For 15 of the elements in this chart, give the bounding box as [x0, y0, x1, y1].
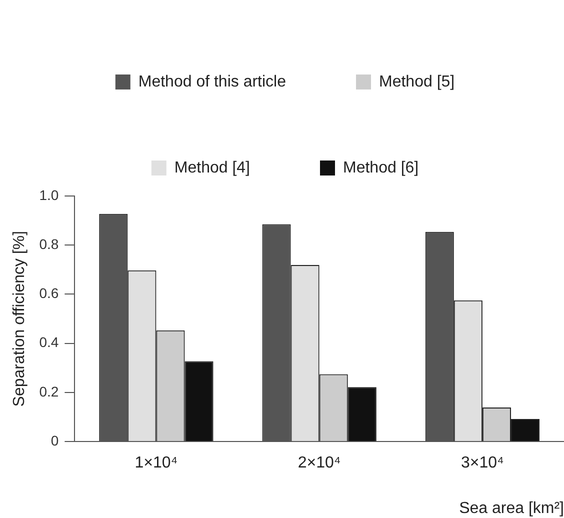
x-tick-label: 3×10⁴: [460, 454, 504, 472]
x-tick-label: 2×10⁴: [298, 454, 341, 472]
y-tick-label: 0.6: [39, 285, 59, 302]
y-tick-label: 0.2: [39, 383, 59, 400]
legend-label: Method [5]: [379, 73, 455, 90]
y-axis-title: Separation officiency [%]: [11, 230, 28, 407]
legend-label: Method of this article: [138, 73, 286, 90]
legend-label: Method [4]: [174, 159, 250, 176]
y-tick-label: 0.4: [39, 334, 59, 350]
y-tick-label: 1.0: [39, 186, 59, 203]
x-tick-label: 1×10⁴: [134, 454, 178, 472]
y-tick-label: 0.8: [39, 236, 59, 252]
legend-label: Method [6]: [343, 159, 419, 176]
y-tick-label: 0: [50, 432, 59, 448]
x-axis-title: Sea area [km²]: [459, 500, 564, 517]
